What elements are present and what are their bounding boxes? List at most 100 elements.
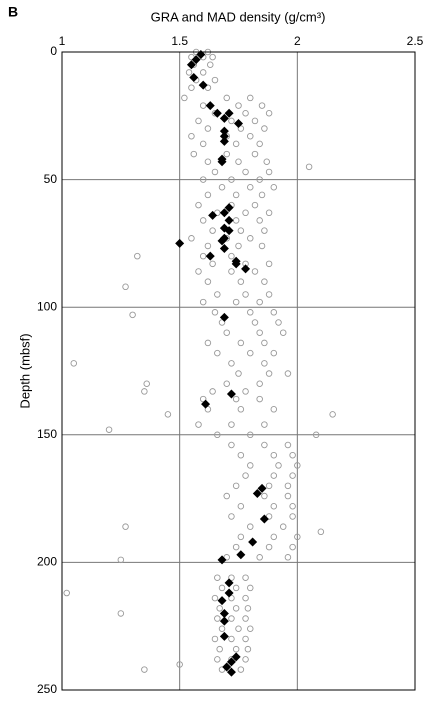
gra-point: [237, 666, 245, 673]
gra-point: [122, 283, 129, 291]
gra-point: [237, 406, 245, 413]
gra-point: [247, 309, 254, 316]
gra-point: [211, 168, 219, 176]
gra-point: [199, 395, 207, 403]
gra-point: [251, 319, 259, 326]
gra-point: [270, 472, 278, 479]
gra-point: [256, 217, 263, 224]
x-tick-label: 1.5: [171, 34, 188, 48]
mad-point: [234, 118, 243, 128]
gra-point: [265, 168, 273, 176]
gra-point: [270, 451, 278, 459]
mad-point: [217, 157, 227, 167]
gra-point: [289, 472, 296, 479]
gra-point: [265, 109, 273, 117]
gra-point: [237, 533, 245, 541]
mad-point: [241, 264, 251, 274]
gra-point: [247, 184, 254, 191]
gra-point: [237, 339, 245, 347]
mad-point: [189, 73, 199, 83]
mad-point: [257, 483, 267, 493]
gra-point: [256, 329, 263, 336]
gra-point: [70, 360, 78, 367]
gra-point: [204, 339, 212, 347]
gra-point: [211, 76, 219, 84]
gra-point: [209, 260, 216, 268]
gra-point: [204, 158, 212, 165]
mad-point: [248, 537, 258, 547]
gra-point: [223, 380, 230, 388]
gra-point: [214, 574, 221, 581]
mad-point: [231, 652, 241, 662]
gra-point: [279, 523, 287, 530]
gra-point: [242, 209, 249, 217]
gra-point: [214, 656, 221, 663]
mad-point: [219, 126, 229, 136]
gra-point: [263, 158, 270, 165]
mad-point: [252, 488, 262, 498]
gra-point: [105, 426, 113, 433]
gra-point: [218, 584, 226, 592]
gra-point: [284, 492, 292, 500]
gra-point: [232, 395, 240, 403]
gra-point: [235, 102, 242, 109]
gra-point: [289, 503, 296, 510]
gra-point: [199, 298, 207, 306]
gra-point: [232, 191, 240, 199]
gra-point: [275, 319, 282, 326]
gra-point: [261, 421, 268, 428]
gra-point: [195, 268, 202, 275]
gra-point: [270, 349, 278, 357]
gra-point: [214, 615, 221, 622]
gra-point: [143, 380, 150, 388]
gra-point: [176, 661, 183, 668]
gra-point: [214, 291, 221, 298]
gra-point: [228, 421, 235, 428]
mad-point: [175, 238, 185, 248]
gra-point: [244, 605, 252, 612]
gra-point: [294, 462, 301, 469]
gra-point: [251, 117, 259, 125]
gra-point: [228, 441, 235, 449]
gra-point: [258, 191, 266, 199]
gra-point: [284, 482, 292, 490]
gra-point: [214, 349, 221, 357]
gra-point: [232, 140, 240, 148]
gra-point: [204, 125, 212, 132]
mad-point: [236, 550, 246, 560]
mad-point: [224, 578, 234, 588]
gra-point: [235, 625, 242, 633]
mad-point: [208, 210, 218, 220]
gra-point: [228, 360, 235, 367]
gra-point: [284, 441, 292, 449]
gra-point: [275, 462, 282, 469]
gra-point: [256, 380, 263, 388]
mad-point: [224, 203, 234, 213]
mad-point: [224, 226, 234, 236]
gra-point: [242, 656, 249, 663]
gra-point: [185, 69, 193, 76]
gra-point: [258, 242, 266, 250]
gra-point: [218, 625, 226, 633]
gra-point: [134, 252, 141, 260]
gra-point: [235, 370, 242, 377]
gra-point: [199, 102, 207, 109]
gra-point: [261, 441, 268, 449]
gra-point: [228, 513, 235, 520]
mad-point: [191, 55, 201, 65]
gra-point: [228, 176, 235, 183]
gra-point: [251, 150, 259, 158]
gra-point: [195, 421, 202, 428]
gra-point: [141, 666, 148, 673]
gra-point: [265, 482, 273, 490]
mad-point: [224, 588, 234, 598]
mad-point: [224, 108, 234, 118]
gra-point: [237, 503, 245, 510]
gra-point: [242, 291, 249, 298]
mad-point: [198, 80, 208, 90]
y-tick-label: 150: [37, 427, 57, 441]
mad-point: [205, 101, 215, 111]
gra-point: [216, 645, 223, 653]
gra-point: [63, 589, 70, 597]
mad-point: [226, 667, 236, 677]
